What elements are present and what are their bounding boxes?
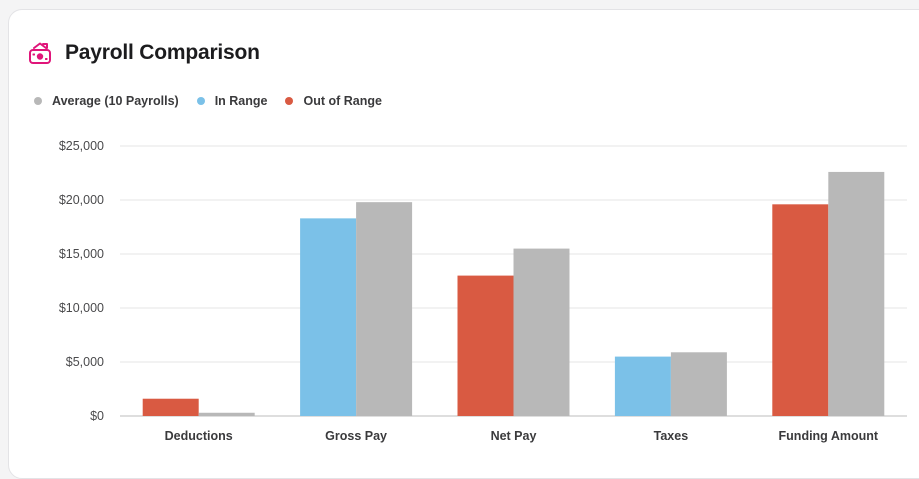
- x-category-label: Funding Amount: [779, 429, 879, 443]
- bar-average-gross-pay: [356, 202, 413, 416]
- legend-label-in-range: In Range: [214, 94, 268, 108]
- legend-label-out-of-range: Out of Range: [303, 94, 382, 108]
- bar-current-gross-pay: [300, 218, 357, 416]
- bar-average-taxes: [670, 352, 727, 416]
- bar-current-deductions: [142, 398, 199, 416]
- bar-current-funding-amount: [772, 204, 829, 416]
- payroll-camera-icon: [28, 41, 52, 65]
- y-tick-label: $25,000: [59, 139, 104, 153]
- y-tick-label: $5,000: [66, 355, 104, 369]
- legend-item-average[interactable]: Average (10 Payrolls): [34, 94, 179, 108]
- bar-current-taxes: [614, 356, 671, 416]
- x-category-label: Net Pay: [491, 429, 537, 443]
- y-tick-label: $20,000: [59, 193, 104, 207]
- page-title: Payroll Comparison: [65, 41, 260, 64]
- x-category-label: Gross Pay: [325, 429, 387, 443]
- y-tick-label: $15,000: [59, 247, 104, 261]
- legend-item-in-range[interactable]: In Range: [196, 94, 268, 108]
- legend-item-out-of-range[interactable]: Out of Range: [285, 94, 382, 108]
- card-header: Payroll Comparison: [28, 35, 260, 71]
- x-category-label: Deductions: [165, 429, 233, 443]
- chart-legend: Average (10 Payrolls) In Range Out of Ra…: [34, 94, 400, 108]
- bar-average-deductions: [198, 412, 255, 416]
- y-tick-label: $10,000: [59, 301, 104, 315]
- bar-average-funding-amount: [828, 171, 885, 416]
- x-category-label: Taxes: [654, 429, 689, 443]
- y-tick-label: $0: [90, 409, 104, 423]
- legend-dot-average: [34, 97, 42, 105]
- bar-chart: $0 $5,000 $10,000 $15,000 $20,000 $25,000 Dedu…: [59, 139, 907, 443]
- legend-dot-in-range: [196, 97, 205, 105]
- bar-current-net-pay: [457, 275, 514, 416]
- legend-dot-out-of-range: [285, 97, 294, 105]
- bar-average-net-pay: [513, 248, 570, 416]
- legend-label-average: Average (10 Payrolls): [52, 94, 179, 108]
